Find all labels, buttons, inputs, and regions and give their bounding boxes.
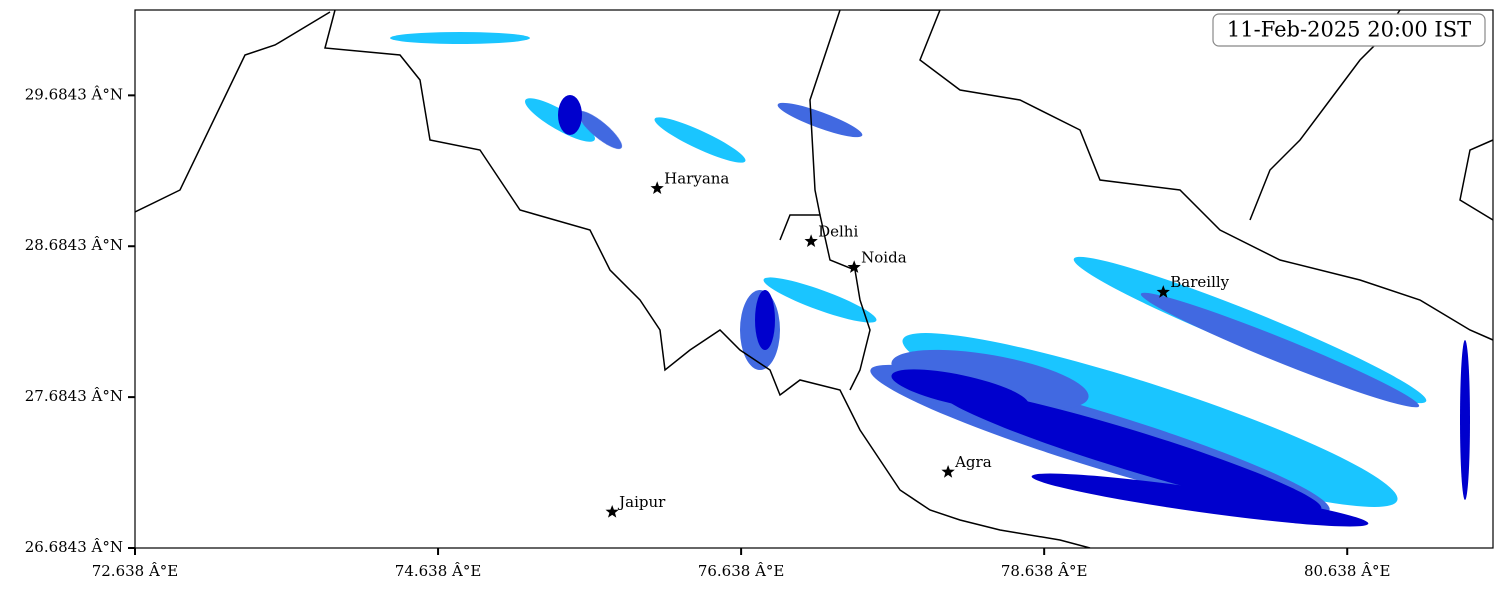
- city-label: Noida: [861, 248, 907, 266]
- city-label: Haryana: [664, 169, 729, 187]
- x-tick-label: 76.638 Â°E: [698, 562, 785, 580]
- precipitation-field: [390, 32, 1470, 527]
- city-marker: [1156, 285, 1170, 298]
- x-tick-label: 72.638 Â°E: [92, 562, 179, 580]
- title-box: 11-Feb-2025 20:00 IST: [1212, 13, 1486, 47]
- y-tick-label: 26.6843 Â°N: [25, 538, 123, 556]
- city-marker: [605, 505, 619, 518]
- x-tick-label: 80.638 Â°E: [1304, 562, 1391, 580]
- city-label: Bareilly: [1170, 273, 1229, 291]
- plot-frame: [134, 9, 1494, 549]
- city-marker: [804, 234, 818, 247]
- city-label: Delhi: [818, 222, 858, 240]
- city-label: Jaipur: [617, 493, 666, 511]
- city-label: Agra: [954, 453, 992, 471]
- city-marker: [847, 260, 861, 273]
- city-marker: [941, 465, 955, 478]
- x-tick-label: 74.638 Â°E: [395, 562, 482, 580]
- city-marker: [650, 181, 664, 194]
- y-tick-label: 28.6843 Â°N: [25, 236, 123, 254]
- x-tick-label: 78.638 Â°E: [1001, 562, 1088, 580]
- y-tick-label: 29.6843 Â°N: [25, 85, 123, 103]
- boundaries: [135, 10, 1493, 548]
- y-tick-label: 27.6843 Â°N: [25, 387, 123, 405]
- map-title: 11-Feb-2025 20:00 IST: [1227, 18, 1471, 42]
